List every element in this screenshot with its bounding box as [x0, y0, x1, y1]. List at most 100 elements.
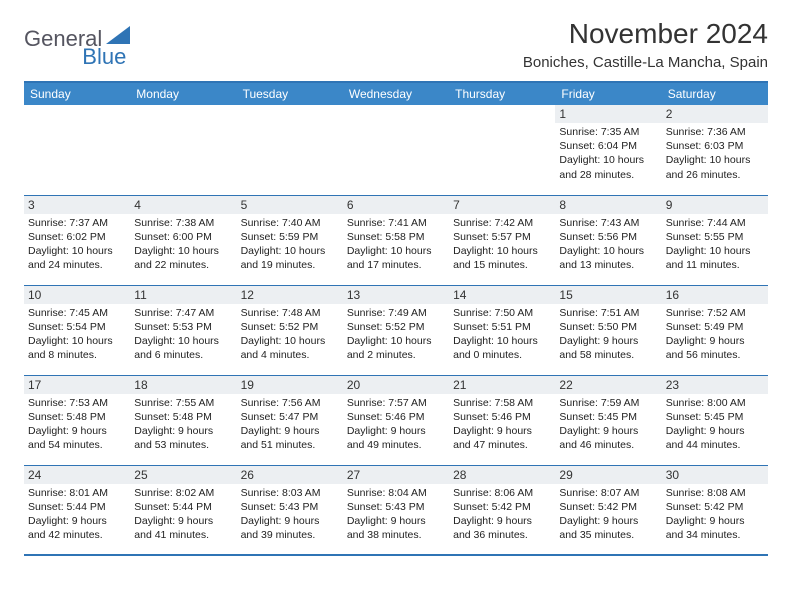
- day-details: Sunrise: 8:07 AMSunset: 5:42 PMDaylight:…: [555, 484, 661, 547]
- day-number: 16: [662, 286, 768, 304]
- day-number: 27: [343, 466, 449, 484]
- day-number: 23: [662, 376, 768, 394]
- day-cell: 8Sunrise: 7:43 AMSunset: 5:56 PMDaylight…: [555, 195, 661, 285]
- month-title: November 2024: [523, 18, 768, 50]
- title-block: November 2024 Boniches, Castille-La Manc…: [523, 18, 768, 71]
- sunrise-text: Sunrise: 7:51 AM: [559, 306, 657, 320]
- sunrise-text: Sunrise: 7:44 AM: [666, 216, 764, 230]
- day-cell: 25Sunrise: 8:02 AMSunset: 5:44 PMDayligh…: [130, 465, 236, 555]
- day-cell: 29Sunrise: 8:07 AMSunset: 5:42 PMDayligh…: [555, 465, 661, 555]
- sunrise-text: Sunrise: 7:45 AM: [28, 306, 126, 320]
- sunset-text: Sunset: 5:56 PM: [559, 230, 657, 244]
- day-number: [24, 105, 130, 109]
- daylight-text: Daylight: 9 hours and 35 minutes.: [559, 514, 657, 542]
- sunset-text: Sunset: 5:50 PM: [559, 320, 657, 334]
- sunrise-text: Sunrise: 7:41 AM: [347, 216, 445, 230]
- day-details: Sunrise: 7:55 AMSunset: 5:48 PMDaylight:…: [130, 394, 236, 457]
- weekday-header: Tuesday: [237, 82, 343, 105]
- sunset-text: Sunset: 5:46 PM: [347, 410, 445, 424]
- sunset-text: Sunset: 5:44 PM: [28, 500, 126, 514]
- day-cell: [237, 105, 343, 195]
- day-details: Sunrise: 7:56 AMSunset: 5:47 PMDaylight:…: [237, 394, 343, 457]
- calendar-table: Sunday Monday Tuesday Wednesday Thursday…: [24, 81, 768, 556]
- day-cell: 14Sunrise: 7:50 AMSunset: 5:51 PMDayligh…: [449, 285, 555, 375]
- day-cell: 24Sunrise: 8:01 AMSunset: 5:44 PMDayligh…: [24, 465, 130, 555]
- sunset-text: Sunset: 5:59 PM: [241, 230, 339, 244]
- week-row: 17Sunrise: 7:53 AMSunset: 5:48 PMDayligh…: [24, 375, 768, 465]
- day-number: 10: [24, 286, 130, 304]
- day-number: 19: [237, 376, 343, 394]
- day-details: Sunrise: 7:40 AMSunset: 5:59 PMDaylight:…: [237, 214, 343, 277]
- weekday-header: Wednesday: [343, 82, 449, 105]
- sunset-text: Sunset: 5:51 PM: [453, 320, 551, 334]
- sunrise-text: Sunrise: 7:56 AM: [241, 396, 339, 410]
- day-cell: 6Sunrise: 7:41 AMSunset: 5:58 PMDaylight…: [343, 195, 449, 285]
- day-number: 29: [555, 466, 661, 484]
- sunset-text: Sunset: 5:49 PM: [666, 320, 764, 334]
- day-number: 15: [555, 286, 661, 304]
- day-cell: 15 Sunrise: 7:51 AMSunset: 5:50 PMDayligh…: [555, 285, 661, 375]
- day-number: 9: [662, 196, 768, 214]
- day-cell: [343, 105, 449, 195]
- sunrise-text: Sunrise: 7:36 AM: [666, 125, 764, 139]
- sunset-text: Sunset: 5:47 PM: [241, 410, 339, 424]
- sunset-text: Sunset: 5:43 PM: [347, 500, 445, 514]
- sunrise-text: Sunrise: 8:04 AM: [347, 486, 445, 500]
- daylight-text: Daylight: 9 hours and 38 minutes.: [347, 514, 445, 542]
- daylight-text: Daylight: 10 hours and 13 minutes.: [559, 244, 657, 272]
- sunset-text: Sunset: 5:58 PM: [347, 230, 445, 244]
- day-details: Sunrise: 7:44 AMSunset: 5:55 PMDaylight:…: [662, 214, 768, 277]
- day-details: Sunrise: 7:52 AMSunset: 5:49 PMDaylight:…: [662, 304, 768, 367]
- day-details: Sunrise: 7:58 AMSunset: 5:46 PMDaylight:…: [449, 394, 555, 457]
- daylight-text: Daylight: 9 hours and 41 minutes.: [134, 514, 232, 542]
- sunrise-text: Sunrise: 7:48 AM: [241, 306, 339, 320]
- day-details: Sunrise: 8:01 AMSunset: 5:44 PMDaylight:…: [24, 484, 130, 547]
- sunrise-text: Sunrise: 7:59 AM: [559, 396, 657, 410]
- daylight-text: Daylight: 9 hours and 58 minutes.: [559, 334, 657, 362]
- daylight-text: Daylight: 9 hours and 46 minutes.: [559, 424, 657, 452]
- sunset-text: Sunset: 5:55 PM: [666, 230, 764, 244]
- sunrise-text: Sunrise: 8:01 AM: [28, 486, 126, 500]
- day-cell: 17Sunrise: 7:53 AMSunset: 5:48 PMDayligh…: [24, 375, 130, 465]
- daylight-text: Daylight: 10 hours and 24 minutes.: [28, 244, 126, 272]
- sunrise-text: Sunrise: 7:50 AM: [453, 306, 551, 320]
- sunset-text: Sunset: 6:03 PM: [666, 139, 764, 153]
- daylight-text: Daylight: 10 hours and 2 minutes.: [347, 334, 445, 362]
- day-number: 11: [130, 286, 236, 304]
- sunset-text: Sunset: 5:45 PM: [559, 410, 657, 424]
- day-number: [237, 105, 343, 109]
- sunset-text: Sunset: 5:43 PM: [241, 500, 339, 514]
- day-cell: 22Sunrise: 7:59 AMSunset: 5:45 PMDayligh…: [555, 375, 661, 465]
- daylight-text: Daylight: 10 hours and 26 minutes.: [666, 153, 764, 181]
- day-details: Sunrise: 7:35 AMSunset: 6:04 PMDaylight:…: [555, 123, 661, 186]
- week-row: 24Sunrise: 8:01 AMSunset: 5:44 PMDayligh…: [24, 465, 768, 555]
- day-cell: 5Sunrise: 7:40 AMSunset: 5:59 PMDaylight…: [237, 195, 343, 285]
- day-details: Sunrise: 7:36 AMSunset: 6:03 PMDaylight:…: [662, 123, 768, 186]
- sunset-text: Sunset: 5:44 PM: [134, 500, 232, 514]
- daylight-text: Daylight: 9 hours and 49 minutes.: [347, 424, 445, 452]
- day-details: Sunrise: 8:00 AMSunset: 5:45 PMDaylight:…: [662, 394, 768, 457]
- sunset-text: Sunset: 6:04 PM: [559, 139, 657, 153]
- sunrise-text: Sunrise: 7:35 AM: [559, 125, 657, 139]
- daylight-text: Daylight: 9 hours and 51 minutes.: [241, 424, 339, 452]
- day-number: 17: [24, 376, 130, 394]
- day-cell: 9Sunrise: 7:44 AMSunset: 5:55 PMDaylight…: [662, 195, 768, 285]
- sunrise-text: Sunrise: 7:57 AM: [347, 396, 445, 410]
- day-details: Sunrise: 7:50 AMSunset: 5:51 PMDaylight:…: [449, 304, 555, 367]
- sunset-text: Sunset: 5:42 PM: [453, 500, 551, 514]
- daylight-text: Daylight: 9 hours and 56 minutes.: [666, 334, 764, 362]
- day-number: 22: [555, 376, 661, 394]
- weekday-header: Thursday: [449, 82, 555, 105]
- day-cell: 28Sunrise: 8:06 AMSunset: 5:42 PMDayligh…: [449, 465, 555, 555]
- day-cell: 23Sunrise: 8:00 AMSunset: 5:45 PMDayligh…: [662, 375, 768, 465]
- day-cell: 20Sunrise: 7:57 AMSunset: 5:46 PMDayligh…: [343, 375, 449, 465]
- logo-triangle-icon: [106, 26, 130, 44]
- day-details: Sunrise: 7:59 AMSunset: 5:45 PMDaylight:…: [555, 394, 661, 457]
- day-cell: [449, 105, 555, 195]
- logo-text-blue: Blue: [82, 44, 126, 70]
- daylight-text: Daylight: 10 hours and 15 minutes.: [453, 244, 551, 272]
- sunrise-text: Sunrise: 8:03 AM: [241, 486, 339, 500]
- logo: General Blue: [24, 26, 174, 52]
- day-details: Sunrise: 8:03 AMSunset: 5:43 PMDaylight:…: [237, 484, 343, 547]
- sunrise-text: Sunrise: 7:55 AM: [134, 396, 232, 410]
